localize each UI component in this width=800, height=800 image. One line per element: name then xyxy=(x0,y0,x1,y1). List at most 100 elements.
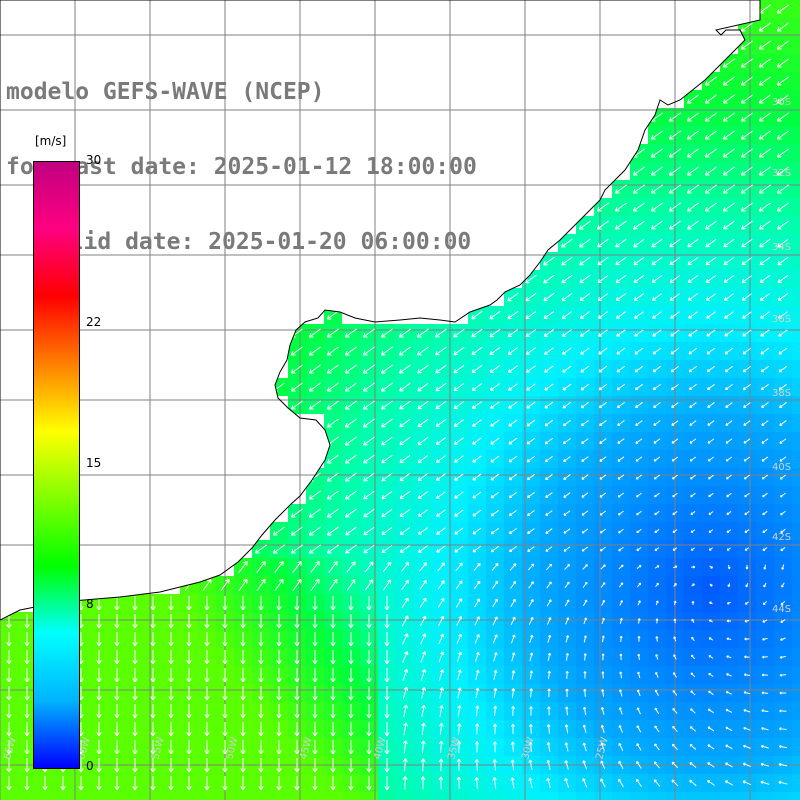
wind-arrow xyxy=(258,776,264,791)
wind-arrow xyxy=(599,474,607,480)
wind-arrow xyxy=(312,776,318,791)
wind-arrow xyxy=(290,508,303,518)
wind-arrow xyxy=(455,580,463,590)
wind-arrow xyxy=(546,581,552,589)
wind-arrow xyxy=(384,614,390,629)
wind-arrow xyxy=(545,546,553,552)
wind-arrow xyxy=(650,202,663,212)
wind-arrow xyxy=(601,617,605,625)
wind-arrow xyxy=(258,722,264,737)
wind-arrow xyxy=(436,509,446,517)
wind-arrow xyxy=(276,758,282,773)
wind-cell xyxy=(378,792,396,800)
wind-arrow xyxy=(633,275,645,284)
wind-arrow xyxy=(491,580,499,590)
wind-arrow xyxy=(635,438,643,444)
wind-arrow xyxy=(776,58,789,68)
wind-arrow xyxy=(312,686,318,701)
wind-arrow xyxy=(655,618,659,624)
latitude-label: 40S xyxy=(772,462,791,473)
wind-arrow xyxy=(760,744,769,749)
wind-arrow xyxy=(526,437,536,445)
wind-arrow xyxy=(186,776,192,791)
wind-arrow xyxy=(635,456,643,462)
wind-arrow xyxy=(745,582,749,588)
wind-arrow xyxy=(652,311,662,319)
wind-arrow xyxy=(511,705,516,716)
wind-arrow xyxy=(650,130,663,140)
wind-arrow xyxy=(24,704,30,719)
wind-arrow xyxy=(489,365,501,373)
wind-arrow xyxy=(653,761,660,769)
wind-arrow xyxy=(546,599,552,607)
colorbar-tick-label: 30 xyxy=(86,153,102,167)
wind-arrow xyxy=(399,509,411,518)
wind-cell xyxy=(792,252,800,270)
wind-arrow xyxy=(222,704,228,719)
wind-arrow xyxy=(381,490,393,500)
wind-arrow xyxy=(618,564,624,570)
wind-arrow xyxy=(562,437,571,445)
wind-arrow xyxy=(760,365,770,373)
wind-arrow xyxy=(398,346,411,356)
wind-arrow xyxy=(580,383,590,391)
wind-cell xyxy=(792,468,800,486)
wind-arrow xyxy=(421,686,427,699)
wind-arrow xyxy=(615,238,627,248)
wind-arrow xyxy=(258,596,264,611)
wind-arrow xyxy=(510,634,516,644)
wind-arrow xyxy=(687,238,699,248)
wind-arrow xyxy=(6,758,12,773)
wind-arrow xyxy=(492,634,498,644)
wind-arrow xyxy=(654,743,660,751)
wind-arrow xyxy=(654,510,660,516)
wind-arrow xyxy=(543,347,554,355)
wind-arrow xyxy=(582,581,588,588)
wind-arrow xyxy=(348,758,354,773)
wind-arrow xyxy=(761,673,768,677)
wind-cell xyxy=(792,684,800,702)
wind-arrow xyxy=(726,673,732,677)
wind-arrow xyxy=(724,365,734,373)
wind-arrow xyxy=(204,776,210,791)
wind-cell xyxy=(252,792,270,800)
wind-arrow xyxy=(778,780,788,785)
wind-arrow xyxy=(381,508,393,518)
wind-arrow xyxy=(402,758,408,772)
wind-cell xyxy=(792,18,800,36)
wind-arrow xyxy=(762,637,768,641)
wind-arrow xyxy=(510,759,515,771)
wind-arrow xyxy=(312,614,318,629)
wind-arrow xyxy=(651,256,663,266)
wind-arrow xyxy=(453,328,465,338)
wind-arrow xyxy=(708,547,713,551)
wind-arrow xyxy=(435,382,447,392)
wind-arrow xyxy=(742,329,752,337)
wind-arrow xyxy=(543,256,555,266)
wind-arrow xyxy=(615,311,626,319)
wind-arrow xyxy=(330,686,336,701)
wind-arrow xyxy=(526,419,536,427)
wind-arrow xyxy=(366,596,372,611)
wind-arrow xyxy=(725,744,733,750)
wind-arrow xyxy=(439,722,444,735)
wind-arrow xyxy=(564,742,569,752)
wind-arrow xyxy=(691,600,695,605)
wind-arrow xyxy=(508,527,517,535)
wind-arrow xyxy=(326,400,339,410)
wind-arrow xyxy=(709,565,713,569)
wind-arrow xyxy=(435,346,447,356)
wind-arrow xyxy=(760,780,770,785)
wind-arrow xyxy=(761,420,769,426)
wind-arrow xyxy=(420,740,426,754)
wind-arrow xyxy=(168,632,174,647)
latitude-label: 44S xyxy=(772,604,791,615)
wind-arrow xyxy=(636,510,642,516)
wind-arrow xyxy=(635,420,643,426)
wind-arrow xyxy=(689,420,697,426)
wind-arrow xyxy=(707,420,715,426)
wind-arrow xyxy=(258,614,264,629)
wind-cell xyxy=(792,522,800,540)
wind-arrow xyxy=(619,671,623,679)
wind-cell xyxy=(792,198,800,216)
